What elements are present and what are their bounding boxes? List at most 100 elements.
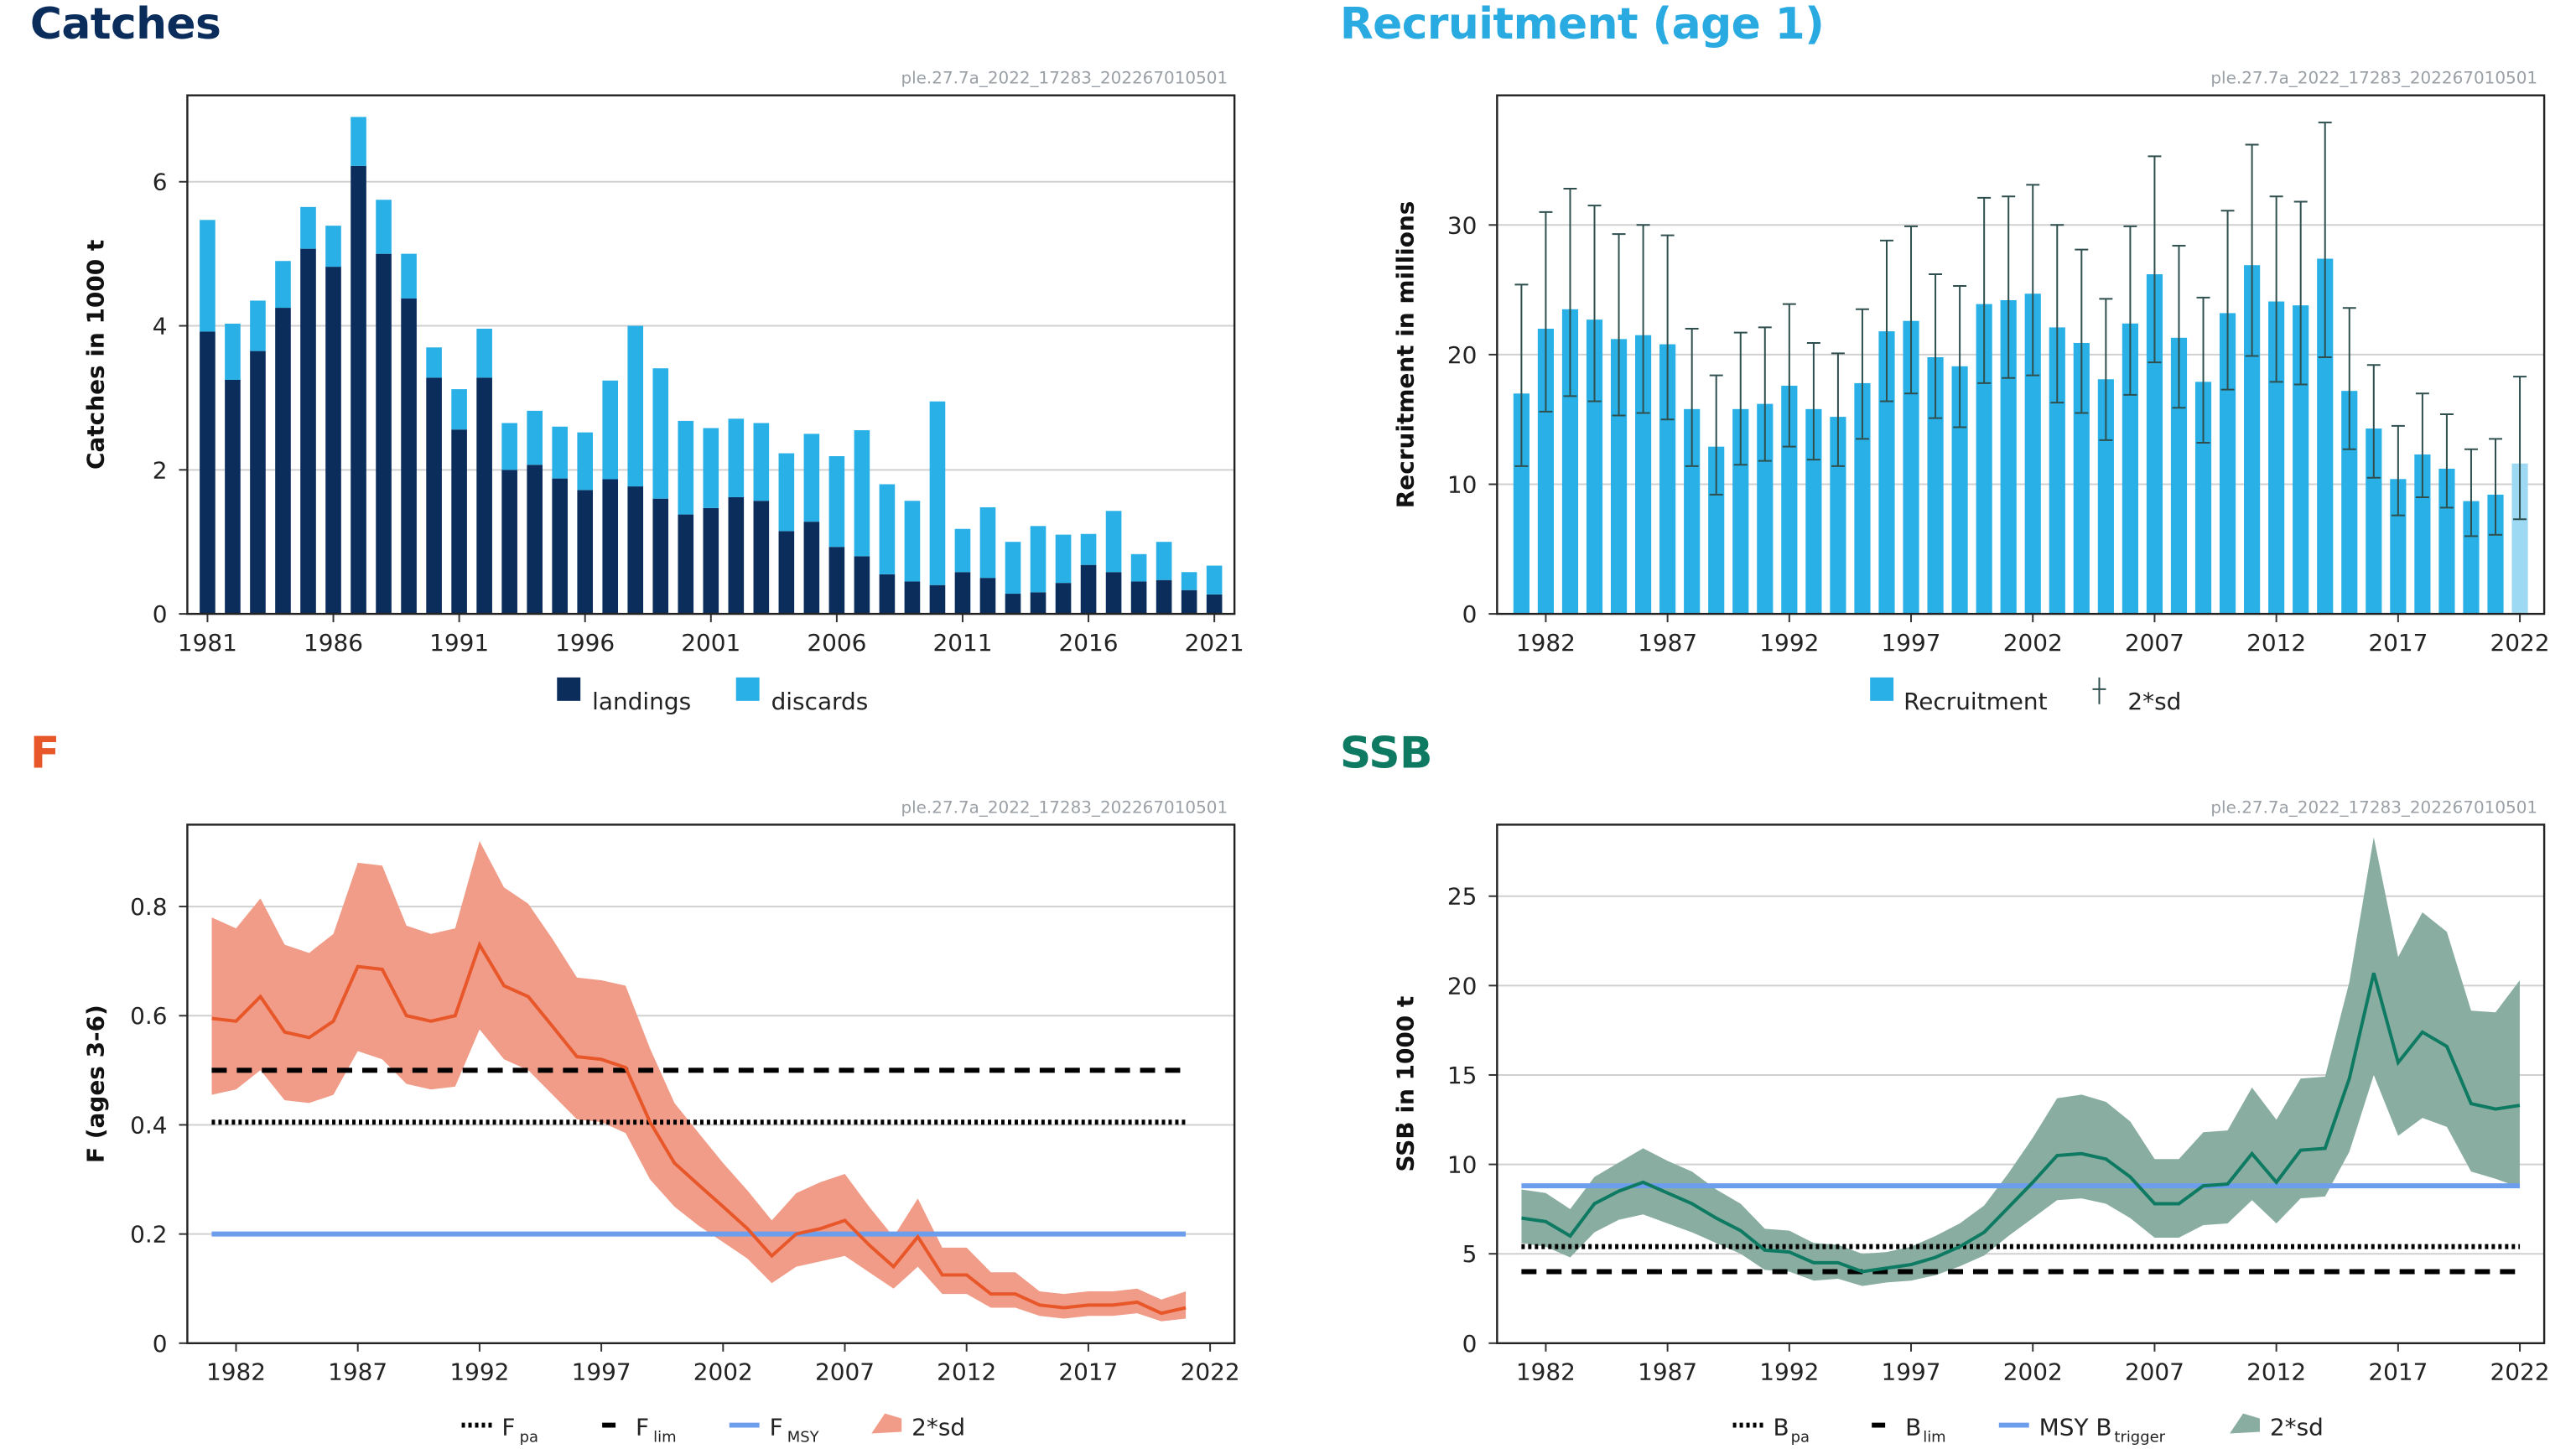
x-tick-label: 1996 [555,629,615,657]
x-tick-label: 2022 [1181,1358,1240,1386]
y-tick-label: 0.2 [130,1221,167,1249]
x-tick-label: 2016 [1059,629,1119,657]
discards-bar [652,368,669,499]
source-label: ple.27.7a_2022_17283_202267010501 [901,797,1228,817]
legend-flim-base: F [636,1414,649,1441]
discards-bar [351,117,366,166]
x-tick-label: 2006 [807,629,866,657]
recruitment-bar [2024,293,2041,615]
legend-bpa-sub: pa [1791,1429,1810,1446]
catches-title: Catches [29,0,221,50]
f-title: F [29,729,60,780]
discards-bar [1206,565,1223,595]
discards-bar [1005,542,1021,595]
discards-bar [1055,534,1072,584]
landings-bar [476,377,492,615]
legend-recruitment-swatch [1870,677,1894,701]
landings-bar [1206,594,1223,615]
landings-bar [401,298,417,615]
discards-bar [954,528,971,573]
landings-bar [1156,579,1172,615]
discards-bar [225,323,241,380]
ssb-title: SSB [1339,729,1433,780]
catches-chart: ple.27.7a_2022_17283_202267010501 0 2 4 6 198… [82,68,1244,715]
discards-bar [728,418,745,497]
landings-bar [904,581,921,615]
landings-bar [803,522,820,615]
y-axis-label: Catches in 1000 t [82,240,110,470]
x-tick-label: 1987 [1638,1358,1697,1386]
plot-frame [1496,823,2546,1345]
landings-bar [828,547,845,615]
y-tick-label: 2 [153,456,168,484]
recruitment-title: Recruitment (age 1) [1339,0,1825,50]
landings-bar [1181,589,1197,615]
y-axis-label: Recruitment in millions [1392,201,1420,509]
recruitment-bar [1708,446,1725,615]
discards-bar [325,226,341,267]
discards-bar [476,328,492,378]
legend-flim-sub: lim [653,1429,676,1446]
legend-landings-swatch [557,677,581,701]
y-tick-label: 0 [1462,600,1478,628]
discards-bar [904,501,921,582]
legend-band-label: 2*sd [2270,1414,2324,1441]
landings-bar [577,490,594,615]
x-tick-label: 2017 [2368,1358,2428,1386]
landings-bar [225,379,241,615]
estimate-line [211,940,1187,1316]
estimate-line [1521,972,2521,1274]
recruitment-bar [2194,382,2212,615]
landings-bar [979,578,996,615]
x-tick-label: 1991 [429,629,489,657]
y-tick-label: 0 [1462,1330,1478,1358]
legend-fmsy-sub: MSY [787,1429,819,1446]
recruitment-bar [2244,265,2261,615]
legend-recruitment-label: Recruitment [1903,688,2048,715]
f-chart: ple.27.7a_2022_17283_202267010501 0 0.2 0.4… [82,797,1240,1446]
x-tick-label: 2002 [2003,1358,2063,1386]
landings-bar [300,248,316,615]
y-tick-label: 0 [153,1330,168,1358]
catches-panel: Catches ple.27.7a_2022_17283_20226701050… [0,0,1288,719]
x-tick-label: 2017 [1058,1358,1118,1386]
source-label: ple.27.7a_2022_17283_202267010501 [2210,797,2537,817]
recruitment-bar [2219,313,2236,615]
y-tick-label: 6 [153,169,168,196]
discards-bar [275,261,291,309]
x-tick-label: 1982 [206,1358,266,1386]
x-tick-label: 2007 [2125,629,2184,657]
recruitment-bar [1513,393,1530,615]
recruitment-bar [2097,379,2114,615]
landings-bar [200,331,216,615]
legend-discards-label: discards [771,688,869,715]
x-tick-label: 1987 [1638,629,1697,657]
recruitment-bar [1854,382,1871,615]
recruitment-bar [2146,274,2163,615]
recruitment-bar [2293,305,2309,615]
recruitment-bar [1537,328,1555,615]
legend-sd-label: 2*sd [2127,688,2181,715]
landings-bar [879,574,896,615]
legend-band-swatch [2230,1413,2260,1434]
x-tick-label: 1997 [1882,629,1941,657]
x-tick-label: 2002 [693,1358,753,1386]
landings-bar [778,531,795,615]
discards-bar [1030,526,1046,593]
landings-bar [602,479,619,615]
discards-bar [1130,553,1147,582]
recruitment-chart: ple.27.7a_2022_17283_202267010501 0 10 20 30… [1392,68,2550,715]
recruitment-bar [1659,344,1676,615]
discards-bar [803,434,820,522]
discards-bar [1181,572,1197,590]
plot-frame [186,94,1236,615]
recruitment-bar [1951,366,1968,615]
x-tick-label: 2022 [2490,1358,2550,1386]
x-tick-label: 2001 [681,629,740,657]
y-tick-label: 0.6 [130,1002,167,1030]
discards-bar [200,220,216,332]
legend-fmsy-base: F [770,1414,783,1441]
x-tick-label: 2017 [2368,629,2428,657]
recruitment-bar [2049,327,2065,615]
recruitment-bar [2438,468,2455,615]
